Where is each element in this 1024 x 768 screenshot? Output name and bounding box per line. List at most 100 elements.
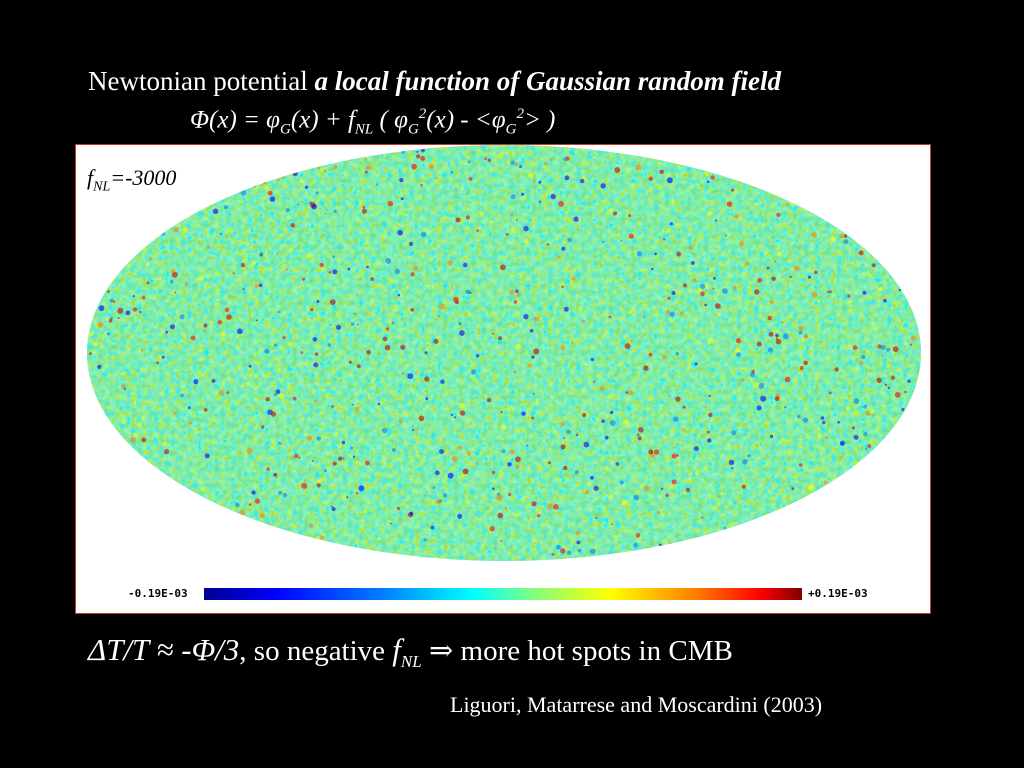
sky-speck bbox=[226, 314, 232, 320]
sky-speck bbox=[706, 180, 710, 184]
sky-speck bbox=[732, 545, 737, 550]
sky-speck bbox=[98, 305, 105, 312]
sky-speck bbox=[734, 214, 739, 219]
sky-speck bbox=[575, 530, 581, 536]
sky-speck bbox=[750, 372, 755, 378]
sky-speck bbox=[242, 288, 245, 291]
sky-speck bbox=[637, 436, 642, 441]
sky-speck bbox=[602, 241, 604, 243]
sky-speck bbox=[608, 208, 614, 213]
sky-speck bbox=[166, 208, 173, 214]
sky-speck bbox=[93, 342, 98, 347]
sky-speck bbox=[139, 500, 142, 504]
sky-speck bbox=[824, 435, 829, 440]
sky-speck bbox=[491, 470, 496, 475]
sky-speck bbox=[783, 333, 789, 340]
sky-speck bbox=[366, 350, 371, 355]
sky-speck bbox=[628, 214, 632, 217]
sky-speck bbox=[676, 454, 679, 457]
sky-speck bbox=[816, 299, 821, 303]
sky-speck bbox=[514, 370, 516, 373]
sky-speck bbox=[846, 492, 850, 496]
sky-speck bbox=[586, 573, 588, 575]
sky-speck bbox=[458, 445, 463, 450]
sky-speck bbox=[663, 238, 666, 241]
sky-speck bbox=[117, 498, 124, 504]
sky-speck bbox=[425, 397, 429, 401]
sky-speck bbox=[873, 326, 879, 332]
sky-speck bbox=[124, 214, 131, 221]
sky-speck bbox=[407, 373, 414, 380]
sky-speck bbox=[846, 195, 849, 198]
sky-speck bbox=[817, 500, 822, 505]
sky-speck bbox=[134, 145, 138, 147]
sky-speck bbox=[863, 350, 866, 353]
sky-speck bbox=[876, 515, 882, 520]
sky-speck bbox=[81, 278, 83, 280]
sky-speck bbox=[693, 446, 699, 452]
sky-speck bbox=[560, 548, 566, 554]
sky-speck bbox=[862, 525, 866, 529]
sky-speck bbox=[590, 475, 594, 480]
sky-speck bbox=[294, 567, 296, 569]
sky-speck bbox=[834, 367, 839, 372]
sky-speck bbox=[311, 460, 314, 462]
sky-speck bbox=[622, 419, 629, 426]
sky-speck bbox=[145, 526, 150, 531]
sky-speck bbox=[476, 354, 480, 358]
sky-speck bbox=[447, 472, 454, 479]
sky-speck bbox=[619, 480, 624, 485]
sky-speck bbox=[152, 489, 158, 495]
sky-speck bbox=[808, 275, 811, 279]
sky-speck bbox=[731, 430, 737, 436]
sky-speck bbox=[608, 315, 611, 319]
sky-speck bbox=[198, 531, 204, 538]
sky-speck bbox=[770, 149, 776, 155]
sky-speck bbox=[772, 548, 776, 552]
conclusion-rest: more hot spots in CMB bbox=[460, 635, 733, 667]
sky-speck bbox=[859, 519, 865, 524]
sky-speck bbox=[801, 338, 806, 343]
sky-speck bbox=[892, 346, 899, 353]
sky-speck bbox=[304, 164, 309, 169]
sky-speck bbox=[561, 246, 566, 251]
sky-speck bbox=[142, 296, 146, 300]
sky-speck bbox=[516, 293, 521, 297]
sky-speck bbox=[760, 395, 767, 402]
sky-speck bbox=[809, 484, 814, 490]
sky-speck bbox=[367, 393, 370, 396]
sky-speck bbox=[303, 479, 307, 483]
sky-speck bbox=[459, 402, 466, 409]
sky-speck bbox=[574, 470, 579, 475]
sky-speck bbox=[658, 543, 662, 547]
sky-speck bbox=[510, 227, 517, 233]
formula-phi: φ bbox=[266, 106, 280, 134]
sky-speck bbox=[523, 239, 529, 244]
sky-speck bbox=[290, 223, 295, 228]
sky-speck bbox=[200, 486, 206, 492]
sky-speck bbox=[100, 501, 103, 505]
sky-speck bbox=[382, 336, 388, 342]
sky-speck bbox=[515, 219, 518, 221]
sky-speck bbox=[790, 241, 794, 245]
sky-speck bbox=[294, 454, 299, 458]
sky-speck bbox=[177, 166, 184, 173]
sky-speck bbox=[276, 178, 280, 182]
sky-speck bbox=[721, 535, 724, 538]
sky-speck bbox=[789, 536, 794, 541]
sky-speck bbox=[874, 195, 881, 202]
sky-speck bbox=[368, 571, 372, 575]
sky-speck bbox=[803, 334, 808, 339]
sky-speck bbox=[739, 240, 745, 247]
sky-speck bbox=[643, 365, 649, 371]
formula-sub-g-3: G bbox=[505, 121, 517, 138]
sky-speck bbox=[734, 347, 741, 354]
sky-speck bbox=[161, 355, 165, 359]
conclusion-text: , so negative bbox=[239, 635, 386, 667]
sky-speck bbox=[890, 201, 895, 206]
sky-speck bbox=[928, 395, 930, 398]
sky-speck bbox=[667, 296, 671, 300]
sky-speck bbox=[613, 211, 617, 216]
sky-speck bbox=[169, 149, 176, 156]
sky-speck bbox=[601, 419, 605, 423]
